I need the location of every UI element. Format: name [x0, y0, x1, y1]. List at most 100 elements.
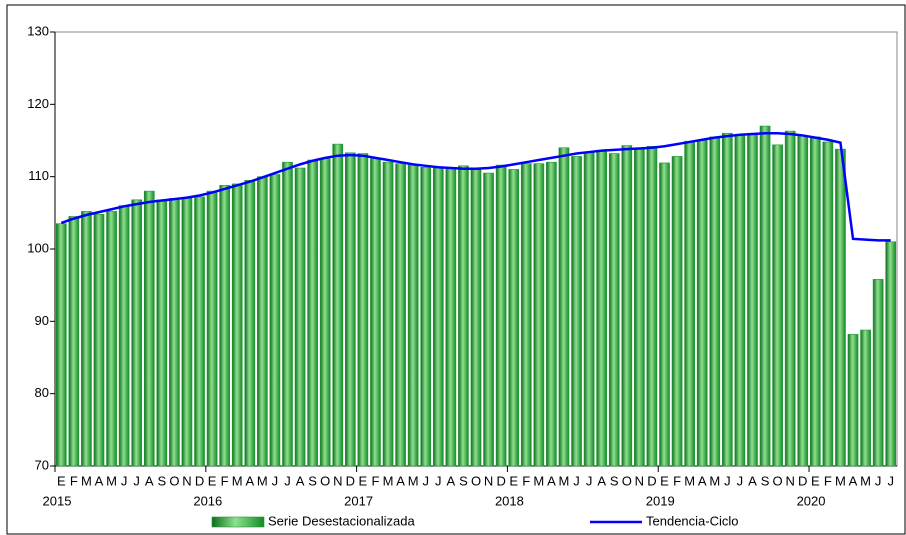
bar — [784, 130, 796, 467]
x-tick-label: M — [408, 473, 419, 488]
x-tick-label: D — [346, 473, 355, 488]
x-tick-label: E — [811, 473, 820, 488]
bar — [131, 199, 143, 467]
legend-label: Serie Desestacionalizada — [268, 513, 415, 528]
x-tick-label: O — [773, 473, 783, 488]
x-tick-label: F — [221, 473, 229, 488]
bar — [508, 169, 520, 467]
x-tick-label: A — [145, 473, 154, 488]
bar — [722, 132, 733, 467]
y-tick-label: 120 — [27, 96, 49, 111]
bar — [747, 132, 758, 467]
bar — [395, 163, 406, 467]
x-year-label: 2016 — [193, 493, 222, 508]
x-year-label: 2015 — [43, 493, 72, 508]
bar — [420, 166, 432, 467]
x-tick-label: M — [684, 473, 695, 488]
bar — [546, 161, 557, 467]
x-tick-label: E — [660, 473, 669, 488]
x-tick-label: A — [748, 473, 757, 488]
x-tick-label: J — [272, 473, 279, 488]
bar — [345, 152, 356, 467]
x-tick-label: S — [761, 473, 770, 488]
x-tick-label: A — [396, 473, 405, 488]
bar — [860, 329, 871, 467]
x-tick-label: F — [673, 473, 681, 488]
bar — [206, 190, 218, 467]
bar — [608, 153, 620, 467]
x-tick-label: O — [622, 473, 632, 488]
bar — [118, 205, 130, 467]
bar — [797, 135, 809, 467]
bar — [659, 162, 670, 467]
x-tick-label: E — [359, 473, 368, 488]
trend-line — [60, 132, 891, 242]
bar — [194, 196, 205, 467]
x-tick-label: F — [522, 473, 530, 488]
bar — [872, 279, 884, 467]
x-tick-label: J — [875, 473, 882, 488]
x-tick-label: J — [435, 473, 442, 488]
bar — [495, 164, 507, 467]
x-tick-label: M — [81, 473, 92, 488]
x-tick-label: J — [422, 473, 429, 488]
bar — [684, 140, 695, 467]
bar — [470, 169, 482, 467]
x-tick-label: M — [835, 473, 846, 488]
bar — [432, 167, 444, 467]
bar — [269, 174, 281, 467]
x-tick-label: A — [849, 473, 858, 488]
bar — [583, 152, 595, 467]
x-tick-label: J — [121, 473, 128, 488]
y-tick-label: 90 — [35, 313, 49, 328]
x-tick-label: S — [157, 473, 166, 488]
bar — [244, 179, 256, 467]
bar — [332, 143, 344, 467]
bar — [809, 136, 821, 467]
x-year-label: 2020 — [797, 493, 826, 508]
x-tick-label: O — [471, 473, 481, 488]
x-tick-label: M — [559, 473, 570, 488]
bar — [533, 163, 545, 467]
x-tick-label: J — [887, 473, 894, 488]
bar — [231, 183, 243, 467]
x-tick-label: N — [484, 473, 493, 488]
x-year-label: 2019 — [646, 493, 675, 508]
bar — [181, 198, 193, 467]
x-tick-label: N — [333, 473, 342, 488]
bar — [734, 134, 746, 467]
bar — [759, 125, 771, 467]
x-tick-label: E — [208, 473, 217, 488]
bar — [169, 198, 180, 467]
x-tick-label: A — [296, 473, 305, 488]
x-tick-label: J — [737, 473, 744, 488]
x-tick-label: J — [586, 473, 593, 488]
bar — [357, 153, 369, 467]
x-tick-label: A — [597, 473, 606, 488]
x-tick-label: S — [308, 473, 317, 488]
x-tick-label: J — [724, 473, 731, 488]
bar — [68, 216, 80, 467]
bar — [621, 145, 633, 467]
x-tick-label: D — [195, 473, 204, 488]
bar — [520, 163, 532, 467]
x-tick-label: M — [106, 473, 117, 488]
bar — [772, 144, 783, 467]
bar — [696, 140, 708, 467]
bar — [671, 156, 683, 467]
bar — [885, 241, 897, 467]
legend-label: Tendencia-Ciclo — [646, 513, 739, 528]
y-tick-label: 110 — [28, 168, 49, 183]
x-tick-label: A — [95, 473, 104, 488]
x-tick-label: A — [245, 473, 254, 488]
bar — [307, 159, 318, 467]
bar — [458, 165, 469, 467]
x-tick-label: S — [459, 473, 468, 488]
bar — [382, 161, 394, 467]
x-tick-label: S — [610, 473, 619, 488]
y-tick-label: 130 — [27, 23, 49, 38]
x-tick-label: M — [383, 473, 394, 488]
x-tick-label: E — [57, 473, 66, 488]
x-tick-label: M — [709, 473, 720, 488]
x-tick-label: F — [824, 473, 832, 488]
